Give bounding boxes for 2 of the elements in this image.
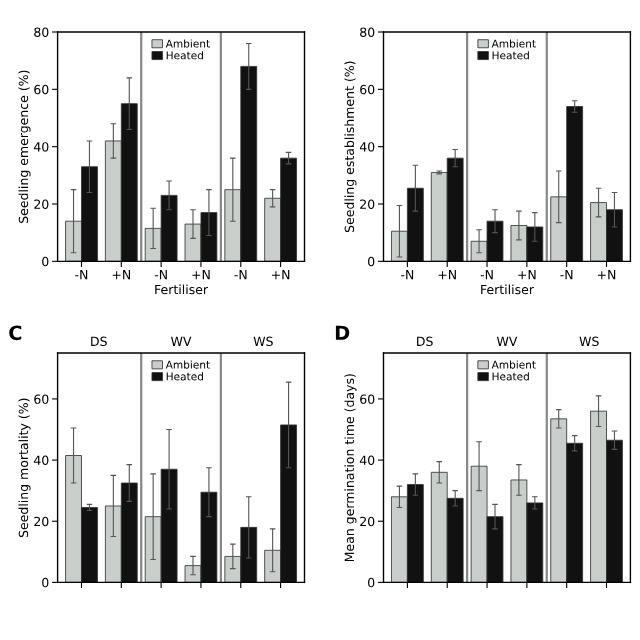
chart-title: C <box>9 325 22 341</box>
chart-title: D <box>335 325 350 340</box>
